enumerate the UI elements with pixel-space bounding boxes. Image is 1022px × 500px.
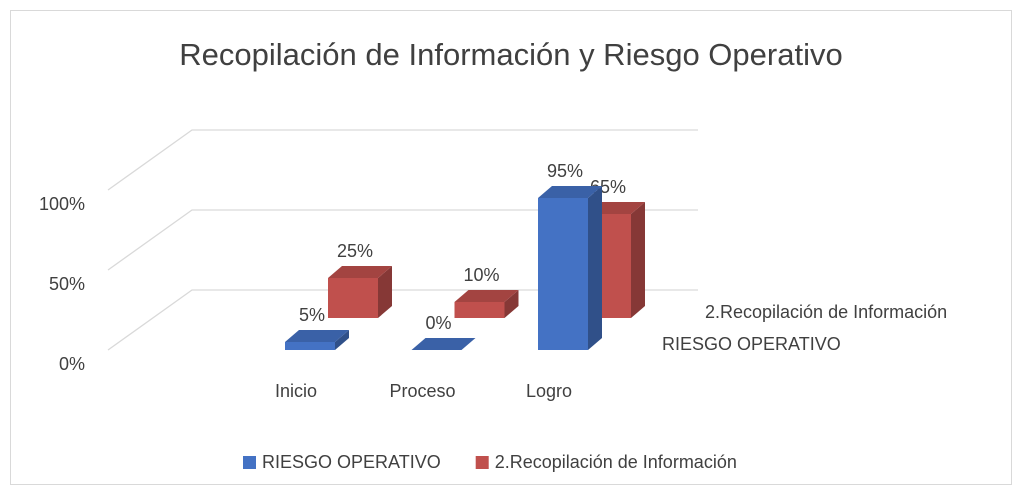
bar-side	[504, 290, 519, 318]
data-label: 25%	[337, 241, 373, 261]
bar-top	[411, 338, 476, 350]
y-tick-label: 100%	[39, 194, 85, 214]
y-tick-label: 50%	[49, 274, 85, 294]
data-label: 10%	[463, 265, 499, 285]
bar	[328, 266, 392, 318]
bar-top	[328, 266, 392, 278]
grid-line	[107, 129, 698, 191]
bar-front	[454, 302, 505, 318]
bar	[411, 338, 476, 350]
data-label: 5%	[299, 305, 325, 325]
y-tick-label: 0%	[59, 354, 85, 374]
bar-front	[285, 342, 335, 350]
bar-side	[378, 266, 392, 318]
bar-side	[335, 330, 349, 350]
chart-title: Recopilación de Información y Riesgo Ope…	[179, 37, 842, 72]
bar-front	[538, 198, 588, 350]
x-tick-label: Inicio	[275, 381, 317, 401]
x-tick-label: Proceso	[389, 381, 455, 401]
depth-label: 2.Recopilación de Información	[705, 302, 947, 322]
data-label: 95%	[547, 161, 583, 181]
depth-label: RIESGO OPERATIVO	[662, 334, 841, 354]
bar-top	[538, 186, 602, 198]
data-label: 0%	[425, 313, 451, 333]
bar-front	[328, 278, 378, 318]
bar	[285, 330, 349, 350]
bar-top	[454, 290, 519, 302]
legend-label: 2.Recopilación de Información	[495, 452, 737, 472]
bar-side	[631, 202, 645, 318]
x-tick-label: Logro	[526, 381, 572, 401]
chart-border	[10, 10, 1012, 485]
grid-line	[107, 209, 698, 271]
grid-line	[107, 289, 698, 351]
legend-label: RIESGO OPERATIVO	[262, 452, 441, 472]
bar-side	[588, 186, 602, 350]
bar	[454, 290, 519, 318]
legend-swatch	[243, 456, 256, 469]
bar	[538, 186, 602, 350]
legend-swatch	[475, 456, 489, 469]
bar-top	[285, 330, 349, 342]
